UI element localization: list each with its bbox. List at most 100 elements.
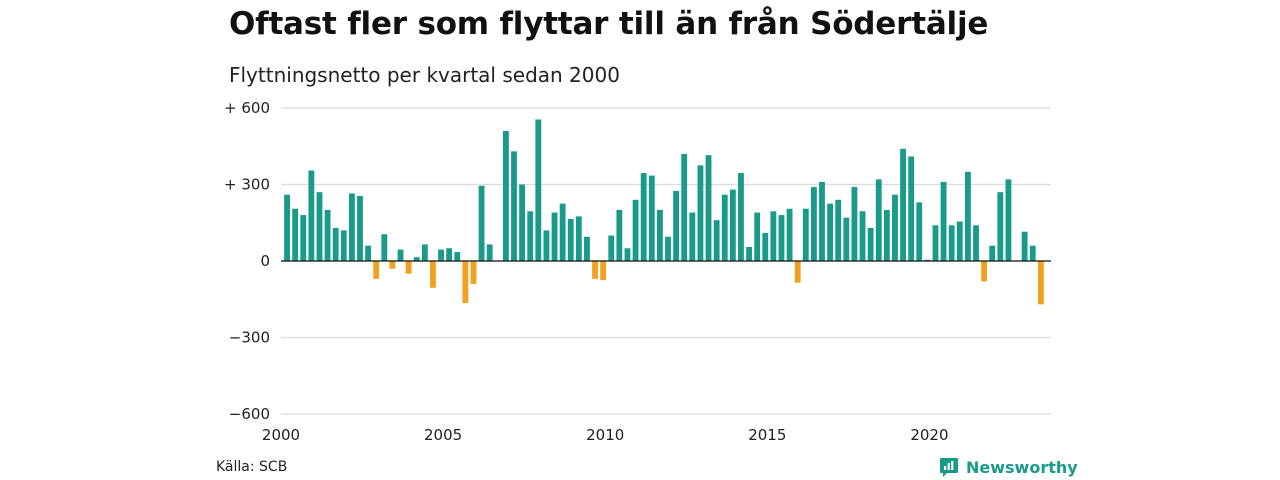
bar — [511, 151, 517, 261]
bar — [284, 194, 290, 261]
y-tick-label: −300 — [229, 329, 270, 347]
bar — [592, 261, 598, 279]
bars — [284, 119, 1044, 305]
y-tick-label: + 600 — [224, 99, 270, 117]
bar — [405, 261, 412, 274]
bar — [681, 153, 688, 261]
source-note: Källa: SCB — [216, 459, 288, 475]
bar — [348, 193, 355, 261]
bar — [543, 230, 550, 261]
bar — [705, 155, 712, 261]
bar — [746, 246, 752, 261]
bar — [851, 187, 858, 261]
bar — [665, 236, 671, 261]
bar — [608, 235, 615, 261]
bar — [470, 261, 477, 284]
gridlines — [281, 107, 1051, 415]
bar — [656, 210, 663, 261]
bar — [292, 208, 299, 261]
bar — [956, 221, 963, 261]
bar — [867, 227, 874, 261]
bar — [900, 148, 906, 261]
bar — [762, 232, 769, 261]
bar — [770, 211, 777, 261]
bar — [478, 185, 485, 261]
bar — [381, 234, 388, 261]
bar — [981, 261, 988, 282]
bar — [486, 244, 493, 261]
bar — [908, 156, 915, 261]
brand: Newsworthy — [938, 456, 1078, 478]
bar — [1021, 231, 1028, 261]
bar — [446, 248, 453, 261]
bar — [373, 261, 380, 279]
bar — [575, 216, 582, 262]
bar — [430, 261, 436, 288]
chart-subtitle: Flyttningsnetto per kvartal sedan 2000 — [229, 63, 620, 87]
bar — [567, 218, 574, 261]
bar — [843, 217, 850, 261]
bar — [794, 261, 801, 283]
bar — [989, 245, 996, 261]
x-tick-label: 2015 — [748, 426, 786, 444]
bar — [357, 195, 363, 261]
x-tick-label: 2005 — [424, 426, 462, 444]
bar — [754, 212, 761, 261]
brand-name: Newsworthy — [966, 457, 1078, 477]
bar — [689, 212, 696, 261]
y-axis-ticks: + 600 + 300 0 −300 −600 — [224, 99, 270, 423]
bar — [551, 212, 558, 261]
bar — [916, 202, 923, 261]
bar — [786, 208, 793, 261]
newsworthy-logo-icon — [940, 458, 958, 477]
y-tick-label: 0 — [260, 252, 270, 270]
bar — [973, 225, 979, 261]
bar — [802, 208, 809, 261]
bar — [584, 236, 590, 261]
bar — [600, 261, 607, 281]
bar — [819, 181, 825, 261]
bar — [365, 245, 372, 261]
bar — [883, 210, 890, 261]
bar — [1005, 179, 1012, 261]
bar — [964, 171, 971, 261]
bar — [316, 192, 323, 261]
bar — [389, 261, 396, 269]
x-tick-label: 2000 — [262, 426, 300, 444]
bar — [940, 181, 947, 261]
bar — [421, 244, 428, 261]
bar — [721, 194, 728, 261]
bar — [810, 187, 817, 261]
bar — [535, 119, 542, 261]
bar — [1029, 245, 1036, 261]
bar — [738, 173, 744, 261]
bar — [932, 225, 939, 261]
bar — [1037, 261, 1044, 305]
bar — [462, 261, 469, 304]
bar — [624, 248, 631, 261]
chart-title: Oftast fler som flyttar till än från Söd… — [229, 6, 989, 42]
bar — [648, 175, 655, 261]
bar — [729, 189, 736, 261]
bar — [502, 130, 509, 261]
bar — [924, 259, 931, 261]
x-tick-label: 2010 — [586, 426, 624, 444]
bar — [997, 192, 1004, 261]
bar — [835, 199, 842, 261]
bar — [324, 210, 331, 261]
bar — [438, 249, 444, 261]
bar — [892, 194, 898, 261]
x-tick-label: 2020 — [910, 426, 948, 444]
bar — [559, 203, 566, 262]
bar — [778, 215, 785, 261]
bar — [413, 257, 420, 261]
bar — [527, 211, 534, 261]
bar — [332, 227, 339, 261]
bar — [827, 203, 834, 262]
x-axis-ticks: 2000 2005 2010 2015 2020 — [262, 426, 949, 444]
bar — [875, 179, 882, 261]
bar — [308, 170, 315, 261]
y-tick-label: −600 — [229, 405, 270, 423]
bar — [519, 184, 526, 261]
